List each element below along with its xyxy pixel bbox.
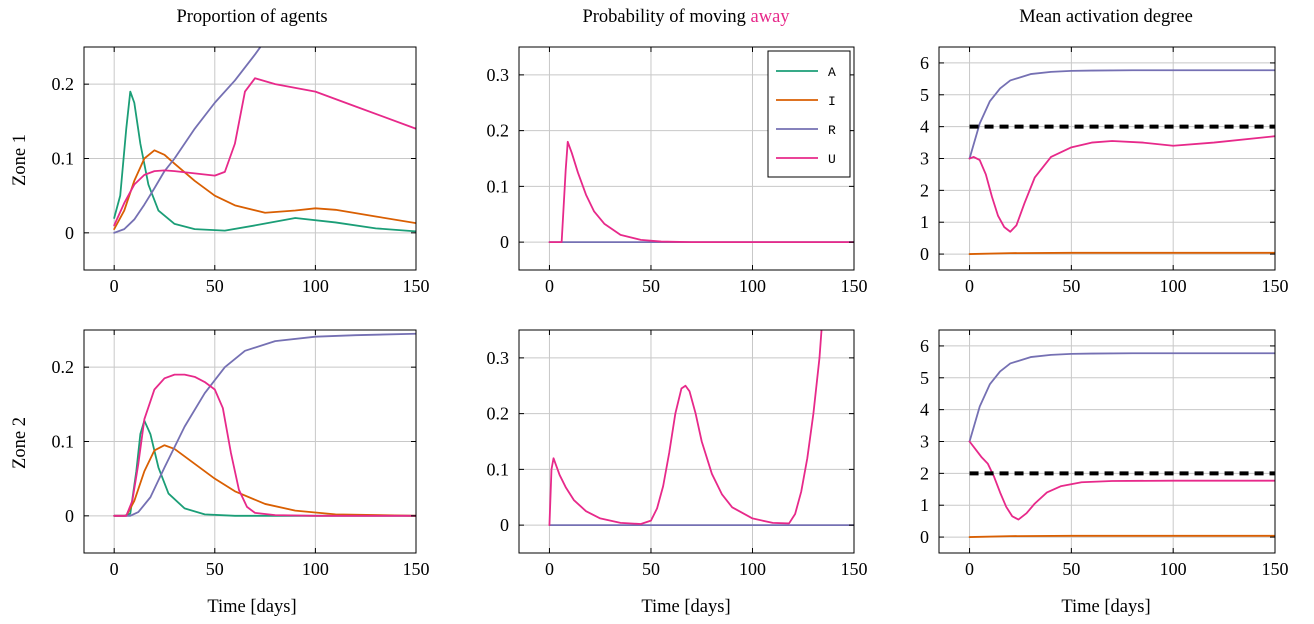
x-tick-label: 0 bbox=[110, 559, 119, 579]
x-tick-label: 50 bbox=[642, 559, 660, 579]
y-tick-label: 2 bbox=[920, 180, 929, 200]
y-tick-label: 0.2 bbox=[52, 357, 75, 377]
title-activation: Mean activation degree bbox=[1019, 7, 1193, 27]
panel-5: 0 50 100 150 0 0.1 0.2 0.3 bbox=[487, 329, 868, 579]
x-tick-label: 100 bbox=[302, 559, 329, 579]
x-tick-label: 150 bbox=[841, 559, 868, 579]
title-proportion: Proportion of agents bbox=[176, 7, 327, 27]
y-tick-label: 0 bbox=[500, 232, 509, 252]
x-tick-label: 50 bbox=[206, 276, 224, 296]
x-tick-label: 50 bbox=[642, 276, 660, 296]
x-tick-label: 100 bbox=[1160, 276, 1187, 296]
x-tick-label: 0 bbox=[110, 276, 119, 296]
y-tick-label: 0 bbox=[920, 244, 929, 264]
x-tick-label: 50 bbox=[206, 559, 224, 579]
title-probability: Probability of moving away bbox=[582, 7, 790, 27]
x-tick-label: 0 bbox=[545, 276, 554, 296]
series-line-u bbox=[113, 77, 416, 227]
y-tick-label: 0 bbox=[65, 506, 74, 526]
series-group bbox=[548, 330, 854, 527]
series-line-u bbox=[548, 140, 854, 244]
y-tick-label: 5 bbox=[920, 85, 929, 105]
x-tick-label: 150 bbox=[841, 276, 868, 296]
series-group bbox=[113, 332, 416, 517]
y-tick-label: 0.1 bbox=[487, 459, 510, 479]
y-tick-label: 0 bbox=[65, 223, 74, 243]
title-probability-highlight: away bbox=[751, 7, 791, 27]
series-line-a bbox=[113, 419, 416, 517]
series-line-a bbox=[113, 90, 416, 233]
series-line-r bbox=[968, 352, 1275, 443]
series-group bbox=[548, 140, 854, 244]
y-tick-label: 3 bbox=[920, 432, 929, 452]
xlabel-col3: Time [days] bbox=[1061, 597, 1150, 617]
series-line-i bbox=[968, 534, 1275, 538]
y-tick-label: 4 bbox=[920, 117, 929, 137]
series-line-i bbox=[968, 251, 1275, 255]
panel-6: 0 50 100 150 0 1 2 3 4 5 6 bbox=[920, 329, 1289, 579]
panel-1: 0 50 100 150 0 0.1 0.2 bbox=[52, 46, 430, 296]
xlabel-col1: Time [days] bbox=[207, 597, 296, 617]
y-tick-label: 1 bbox=[920, 212, 929, 232]
y-tick-label: 6 bbox=[920, 53, 929, 73]
x-tick-label: 150 bbox=[403, 276, 430, 296]
y-tick-label: 0.2 bbox=[487, 404, 510, 424]
y-tick-label: 0.1 bbox=[487, 176, 510, 196]
x-tick-label: 100 bbox=[1160, 559, 1187, 579]
legend-label-u: U bbox=[828, 152, 836, 167]
series-group bbox=[968, 69, 1275, 255]
x-tick-label: 50 bbox=[1062, 276, 1080, 296]
series-line-r bbox=[968, 69, 1275, 160]
y-tick-label: 2 bbox=[920, 463, 929, 483]
y-tick-label: 0.3 bbox=[487, 65, 510, 85]
xlabel-col2: Time [days] bbox=[641, 597, 730, 617]
row-label-zone1: Zone 1 bbox=[10, 134, 30, 186]
legend-label-a: A bbox=[828, 65, 836, 80]
x-tick-label: 100 bbox=[739, 559, 766, 579]
panel-3: 0 50 100 150 0 1 2 3 4 5 6 bbox=[920, 46, 1289, 296]
x-tick-label: 0 bbox=[965, 559, 974, 579]
series-group bbox=[113, 47, 416, 234]
y-tick-label: 0.2 bbox=[52, 74, 75, 94]
legend-label-i: I bbox=[828, 94, 836, 109]
y-tick-label: 0.1 bbox=[52, 149, 75, 169]
row-label-zone2: Zone 2 bbox=[10, 417, 30, 469]
x-tick-label: 0 bbox=[965, 276, 974, 296]
y-tick-label: 0 bbox=[500, 515, 509, 535]
y-tick-label: 3 bbox=[920, 149, 929, 169]
series-line-u bbox=[548, 330, 823, 527]
y-tick-label: 1 bbox=[920, 495, 929, 515]
x-tick-label: 0 bbox=[545, 559, 554, 579]
y-tick-label: 4 bbox=[920, 400, 929, 420]
legend-label-r: R bbox=[828, 123, 836, 138]
series-line-u bbox=[968, 135, 1275, 233]
x-tick-label: 150 bbox=[1262, 559, 1289, 579]
series-group bbox=[968, 352, 1275, 538]
axes-frame bbox=[518, 329, 855, 554]
axes-frame bbox=[518, 46, 855, 271]
series-line-i bbox=[113, 444, 416, 517]
legend-box bbox=[767, 50, 851, 178]
series-line-u bbox=[968, 440, 1275, 521]
x-tick-label: 100 bbox=[739, 276, 766, 296]
title-probability-prefix: Probability of moving bbox=[582, 7, 750, 27]
y-tick-label: 0.1 bbox=[52, 432, 75, 452]
x-tick-label: 150 bbox=[1262, 276, 1289, 296]
x-tick-label: 100 bbox=[302, 276, 329, 296]
y-tick-label: 0.3 bbox=[487, 348, 510, 368]
series-line-r bbox=[113, 332, 416, 517]
y-tick-label: 0 bbox=[920, 527, 929, 547]
x-tick-label: 150 bbox=[403, 559, 430, 579]
x-tick-label: 50 bbox=[1062, 559, 1080, 579]
series-line-u bbox=[113, 373, 416, 517]
series-line-r bbox=[113, 47, 262, 234]
y-tick-label: 6 bbox=[920, 336, 929, 356]
y-tick-label: 0.2 bbox=[487, 121, 510, 141]
y-tick-label: 5 bbox=[920, 368, 929, 388]
panel-4: 0 50 100 150 0 0.1 0.2 bbox=[52, 329, 430, 579]
series-line-i bbox=[113, 149, 416, 231]
